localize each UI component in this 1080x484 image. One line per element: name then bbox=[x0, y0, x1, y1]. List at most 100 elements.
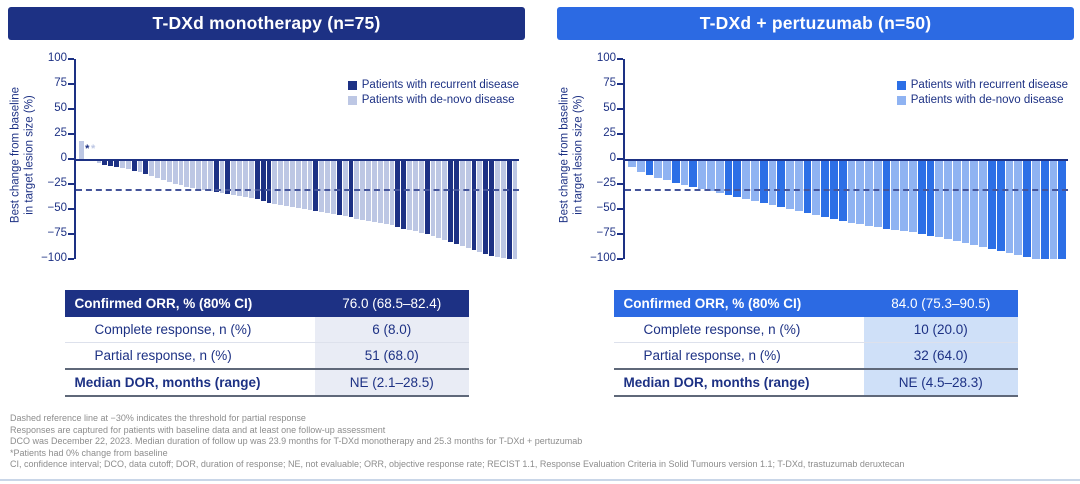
patient-bar bbox=[301, 59, 307, 259]
patient-bar bbox=[225, 59, 231, 259]
y-tick-label: 25 bbox=[603, 127, 616, 139]
patient-bar bbox=[161, 59, 166, 259]
patient-bar bbox=[707, 59, 715, 259]
patient-bar bbox=[909, 59, 917, 259]
patient-bar bbox=[278, 59, 284, 259]
patient-bar bbox=[812, 59, 821, 259]
patient-bar bbox=[698, 59, 707, 259]
patient-bar bbox=[248, 59, 254, 259]
patient-bar bbox=[442, 59, 448, 259]
partial-response-threshold-line bbox=[76, 189, 519, 191]
de-novo-swatch-icon bbox=[896, 95, 906, 105]
y-tick-mark bbox=[68, 208, 74, 210]
patient-bar bbox=[330, 59, 336, 259]
y-axis-title: Best change from baseline in target lesi… bbox=[10, 87, 37, 223]
patient-bar bbox=[260, 59, 266, 259]
patient-bar bbox=[131, 59, 137, 259]
panels-container: T-DXd monotherapy (n=75) Best change fro… bbox=[8, 7, 1074, 397]
orr-header-value: 84.0 (75.3–90.5) bbox=[863, 290, 1018, 317]
y-tick-mark bbox=[68, 133, 74, 135]
patient-bar bbox=[847, 59, 856, 259]
panel-tdxd-pertuzumab: T-DXd + pertuzumab (n=50) Best change fr… bbox=[557, 7, 1074, 397]
patient-bar bbox=[865, 59, 873, 259]
legend-label-de-novo: Patients with de-novo disease bbox=[910, 94, 1064, 106]
patient-bar bbox=[108, 59, 114, 259]
y-tick-mark bbox=[68, 183, 74, 185]
y-tick-mark bbox=[617, 58, 623, 60]
patient-bar bbox=[149, 59, 155, 259]
patient-bar bbox=[961, 59, 970, 259]
y-tick-label: 25 bbox=[54, 127, 67, 139]
panel-tdxd-monotherapy: T-DXd monotherapy (n=75) Best change fro… bbox=[8, 7, 525, 397]
plot-area: Patients with recurrent disease Patients… bbox=[617, 58, 1068, 260]
patient-bar bbox=[190, 59, 196, 259]
table-row-median-dor: Median DOR, months (range) NE (2.1–28.5) bbox=[64, 368, 469, 397]
panel-title-tdxd-monotherapy: T-DXd monotherapy (n=75) bbox=[8, 7, 525, 40]
patient-bar bbox=[448, 59, 453, 259]
patient-bar bbox=[1023, 59, 1031, 259]
y-tick-mark bbox=[617, 183, 623, 185]
patient-bar bbox=[155, 59, 161, 259]
y-tick-mark bbox=[68, 108, 74, 110]
patient-bar bbox=[1005, 59, 1014, 259]
patient-bar bbox=[636, 59, 645, 259]
y-tick-mark bbox=[68, 83, 74, 85]
patient-bar bbox=[178, 59, 184, 259]
patient-bar bbox=[342, 59, 348, 259]
y-tick-label: −75 bbox=[596, 227, 616, 239]
patient-bar bbox=[407, 59, 412, 259]
patient-bar bbox=[371, 59, 377, 259]
patient-bar bbox=[231, 59, 237, 259]
patient-bar bbox=[873, 59, 882, 259]
patient-bar bbox=[512, 59, 518, 259]
patient-bar bbox=[284, 59, 289, 259]
patient-bar bbox=[750, 59, 759, 259]
patient-bar bbox=[979, 59, 988, 259]
recurrent-swatch-icon bbox=[347, 80, 357, 90]
patient-bar bbox=[935, 59, 944, 259]
complete-response-label: Complete response, n (%) bbox=[613, 317, 864, 343]
patient-bar bbox=[768, 59, 777, 259]
patient-bar bbox=[689, 59, 698, 259]
patient-bar bbox=[395, 59, 401, 259]
patient-bar bbox=[436, 59, 442, 259]
patient-bar bbox=[254, 59, 260, 259]
patient-bar bbox=[794, 59, 803, 259]
patient-bar bbox=[1040, 59, 1049, 259]
complete-response-label: Complete response, n (%) bbox=[64, 317, 315, 343]
patient-bar bbox=[856, 59, 865, 259]
patient-bar bbox=[114, 59, 120, 259]
waterfall-chart-monotherapy: Best change from baseline in target lesi… bbox=[8, 52, 525, 271]
panel-title-tdxd-pertuzumab: T-DXd + pertuzumab (n=50) bbox=[557, 7, 1074, 40]
legend-label-recurrent: Patients with recurrent disease bbox=[910, 79, 1068, 91]
y-tick-label: −25 bbox=[47, 177, 67, 189]
y-tick-mark bbox=[617, 233, 623, 235]
y-tick-mark bbox=[68, 58, 74, 60]
patient-bar bbox=[272, 59, 278, 259]
orr-header-value: 76.0 (68.5–82.4) bbox=[314, 290, 469, 317]
y-tick-label: 100 bbox=[596, 52, 616, 64]
patient-bar bbox=[266, 59, 272, 259]
patient-bar bbox=[803, 59, 812, 259]
orr-table-pertuzumab: Confirmed ORR, % (80% CI) 84.0 (75.3–90.… bbox=[613, 290, 1018, 397]
footnote-abbreviations: CI, confidence interval; DCO, data cutof… bbox=[10, 459, 905, 469]
patient-bar bbox=[96, 59, 102, 259]
patient-bar bbox=[759, 59, 768, 259]
patient-bar bbox=[489, 59, 495, 259]
legend-item-recurrent: Patients with recurrent disease bbox=[347, 79, 519, 91]
y-tick-mark bbox=[68, 258, 74, 260]
y-tick-mark bbox=[617, 158, 623, 160]
patient-bar bbox=[454, 59, 459, 259]
legend-label-recurrent: Patients with recurrent disease bbox=[361, 79, 519, 91]
footnote-asterisk: *Patients had 0% change from baseline bbox=[10, 447, 168, 458]
patient-bar bbox=[430, 59, 436, 259]
patient-bar bbox=[495, 59, 500, 259]
patient-bar bbox=[213, 59, 219, 259]
y-axis-title-line2: in target lesion size (%) bbox=[572, 95, 584, 216]
patient-bar bbox=[500, 59, 506, 259]
legend: Patients with recurrent disease Patients… bbox=[896, 79, 1068, 109]
patient-bar bbox=[219, 59, 225, 259]
patient-bar bbox=[196, 59, 202, 259]
y-tick-label: −50 bbox=[47, 202, 67, 214]
patient-bar bbox=[465, 59, 471, 259]
